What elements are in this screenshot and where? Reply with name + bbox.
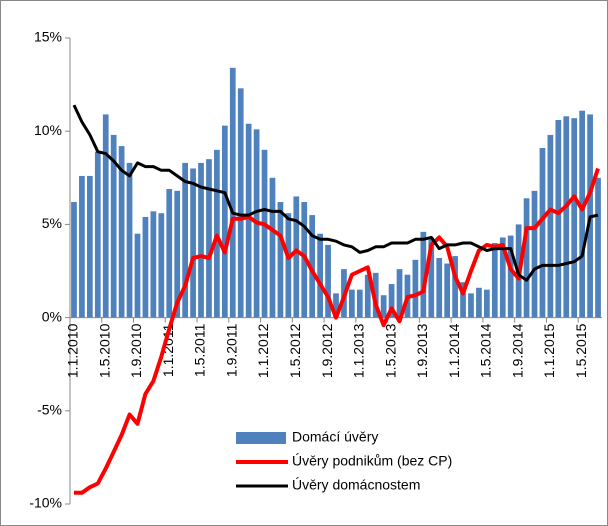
bar: [110, 134, 117, 318]
bar: [420, 231, 427, 318]
bar: [531, 190, 538, 318]
bar: [412, 259, 419, 318]
x-tick-label: 1.9.2013: [414, 323, 430, 378]
bar: [102, 114, 109, 318]
x-tick-label: 1.1.2013: [351, 323, 367, 378]
bar: [325, 244, 331, 318]
bar: [245, 123, 252, 318]
bar: [563, 116, 570, 318]
y-tick-label: 15%: [34, 29, 62, 45]
x-tick-label: 1.1.2011: [160, 323, 176, 377]
bar: [277, 202, 284, 318]
x-tick-label: 1.9.2010: [128, 323, 144, 378]
bar: [118, 146, 125, 318]
bar: [571, 118, 578, 318]
bar: [269, 177, 276, 318]
bar: [555, 120, 562, 318]
legend-swatch: [236, 432, 286, 444]
bar: [174, 190, 181, 318]
bar: [460, 282, 466, 318]
bar: [86, 175, 93, 318]
bar: [158, 213, 165, 318]
bar: [507, 235, 514, 318]
bar: [190, 168, 196, 318]
bar: [333, 293, 339, 318]
bar: [237, 88, 244, 318]
legend-label: Úvěry domácnostem: [292, 477, 420, 493]
x-tick-label: 1.9.2012: [319, 323, 335, 378]
line: [74, 167, 600, 495]
bar: [356, 289, 363, 318]
bar: [182, 162, 188, 318]
bar: [221, 125, 228, 318]
bar: [452, 256, 458, 318]
bar: [317, 233, 323, 318]
bar: [309, 215, 316, 318]
bar: [126, 162, 133, 318]
y-tick-label: -5%: [37, 402, 62, 418]
x-tick-label: 1.9.2014: [509, 323, 525, 378]
bar: [134, 233, 141, 318]
bar: [539, 147, 546, 318]
line: [72, 104, 599, 282]
x-tick-label: 1.5.2013: [382, 323, 398, 378]
y-tick-label: 0%: [42, 308, 62, 324]
x-tick-label: 1.1.2014: [446, 323, 462, 378]
x-tick-label: 1.5.2014: [478, 323, 494, 378]
x-tick-label: 1.5.2012: [287, 323, 303, 378]
y-tick-label: 5%: [42, 215, 62, 231]
x-tick-label: 1.1.2010: [65, 323, 81, 378]
x-tick-label: 1.1.2012: [255, 323, 271, 378]
bar: [396, 269, 403, 318]
bar: [261, 149, 268, 318]
bar: [142, 216, 149, 318]
bar: [499, 237, 506, 318]
bar: [293, 196, 300, 318]
bar: [468, 293, 474, 318]
bar: [364, 274, 371, 318]
bar: [94, 151, 101, 318]
bar: [436, 257, 443, 318]
bar: [428, 237, 435, 318]
bar: [444, 263, 451, 318]
y-tick-label: -10%: [29, 495, 62, 511]
bar: [547, 134, 554, 318]
bar: [79, 175, 85, 318]
bar: [150, 211, 157, 318]
bar: [595, 177, 601, 318]
x-tick-label: 1.5.2011: [192, 323, 208, 377]
bar: [476, 287, 482, 318]
bar: [349, 289, 355, 318]
bar: [229, 67, 236, 318]
bar: [491, 243, 498, 318]
x-tick-label: 1.1.2015: [541, 323, 557, 378]
bar: [285, 213, 292, 318]
legend-label: Domácí úvěry: [292, 429, 378, 445]
bar: [166, 188, 173, 318]
bar: [206, 159, 212, 318]
x-tick-label: 1.9.2011: [223, 323, 239, 377]
bar: [198, 162, 204, 318]
bar: [579, 110, 586, 318]
x-tick-label: 1.5.2015: [573, 323, 589, 378]
bar: [523, 198, 530, 318]
bar: [71, 202, 77, 318]
x-tick-label: 1.5.2010: [96, 323, 112, 378]
bar: [380, 295, 387, 318]
legend-label: Úvěry podnikům (bez CP): [292, 453, 452, 469]
bar: [484, 289, 490, 318]
y-tick-label: 10%: [34, 122, 62, 138]
bar: [388, 284, 395, 318]
